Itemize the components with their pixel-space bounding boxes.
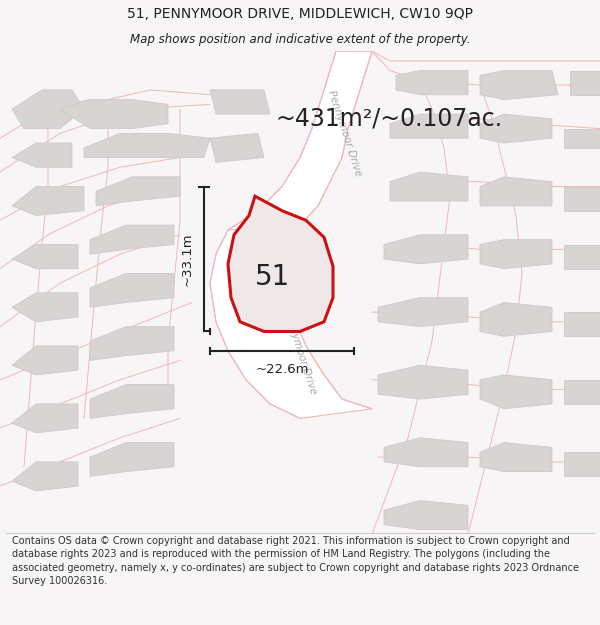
Polygon shape xyxy=(60,99,168,129)
Polygon shape xyxy=(12,404,78,433)
Polygon shape xyxy=(12,462,78,491)
Polygon shape xyxy=(90,442,174,476)
Polygon shape xyxy=(90,327,174,361)
Polygon shape xyxy=(96,177,180,206)
Text: Contains OS data © Crown copyright and database right 2021. This information is : Contains OS data © Crown copyright and d… xyxy=(12,536,579,586)
Polygon shape xyxy=(90,274,174,308)
Text: 51, PENNYMOOR DRIVE, MIDDLEWICH, CW10 9QP: 51, PENNYMOOR DRIVE, MIDDLEWICH, CW10 9Q… xyxy=(127,8,473,21)
Polygon shape xyxy=(12,244,78,269)
Polygon shape xyxy=(210,133,264,162)
Polygon shape xyxy=(90,225,174,254)
Polygon shape xyxy=(12,90,84,129)
Polygon shape xyxy=(564,452,600,476)
Text: ~431m²/~0.107ac.: ~431m²/~0.107ac. xyxy=(276,107,503,131)
Polygon shape xyxy=(12,292,78,322)
Polygon shape xyxy=(90,384,174,418)
Polygon shape xyxy=(564,380,600,404)
Polygon shape xyxy=(384,235,468,264)
Polygon shape xyxy=(564,129,600,148)
Polygon shape xyxy=(384,501,468,529)
Polygon shape xyxy=(564,186,600,211)
Text: ~33.1m: ~33.1m xyxy=(180,232,193,286)
Polygon shape xyxy=(480,302,552,336)
Polygon shape xyxy=(378,298,468,327)
Polygon shape xyxy=(384,438,468,467)
Text: ~22.6m: ~22.6m xyxy=(255,363,309,376)
Polygon shape xyxy=(84,133,210,158)
Polygon shape xyxy=(210,225,372,418)
Polygon shape xyxy=(396,71,468,95)
Polygon shape xyxy=(228,51,372,230)
Polygon shape xyxy=(480,114,552,143)
Polygon shape xyxy=(480,177,552,206)
Polygon shape xyxy=(378,365,468,399)
Polygon shape xyxy=(570,71,600,95)
Polygon shape xyxy=(12,143,72,168)
Polygon shape xyxy=(390,172,468,201)
Text: Map shows position and indicative extent of the property.: Map shows position and indicative extent… xyxy=(130,34,470,46)
Polygon shape xyxy=(390,114,468,138)
Polygon shape xyxy=(210,90,270,114)
Polygon shape xyxy=(12,346,78,375)
Text: Pennymoor Drive: Pennymoor Drive xyxy=(326,89,364,177)
Text: Pennymoor Drive: Pennymoor Drive xyxy=(281,306,319,395)
Text: 51: 51 xyxy=(255,263,290,291)
Polygon shape xyxy=(228,196,333,331)
Polygon shape xyxy=(480,71,558,99)
Polygon shape xyxy=(12,186,84,216)
Polygon shape xyxy=(480,239,552,269)
Polygon shape xyxy=(564,312,600,336)
Polygon shape xyxy=(564,244,600,269)
Polygon shape xyxy=(480,375,552,409)
Polygon shape xyxy=(480,442,552,472)
